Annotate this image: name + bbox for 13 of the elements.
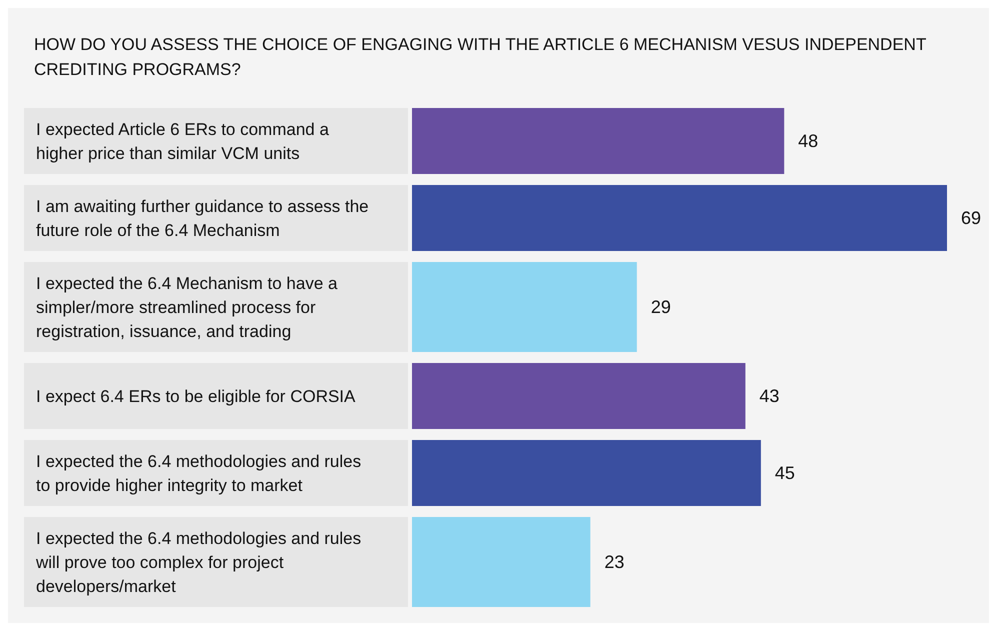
- data-label: 29: [650, 297, 671, 317]
- y-tick-label: I expected Article 6 ERs to command a higher price than similar VCM units: [36, 120, 330, 163]
- data-label: 43: [759, 386, 780, 406]
- y-tick-label: I expected the 6.4 methodologies and rules will prove too complex for project developers/market: [35, 529, 362, 596]
- chart-title: HOW DO YOU ASSESS THE CHOICE OF ENGAGING WITH THE ARTICLE 6 MECHANISM VESUS INDEPENDENT CREDITING PROGRAMS?: [34, 35, 926, 79]
- y-tick-label: I expect 6.4 ERs to be eligible for CORSIA: [36, 387, 356, 406]
- data-label: 45: [774, 463, 795, 483]
- data-label: 69: [961, 208, 982, 228]
- data-label: 48: [798, 131, 818, 151]
- y-tick-label: I expected the 6.4 methodologies and rules to provide higher integrity to market: [36, 452, 362, 495]
- data-label: 23: [604, 552, 624, 572]
- y-tick-label: I expected the 6.4 Mechanism to have a simpler/more streamlined process for registration, issuance, and trading: [36, 274, 338, 341]
- y-tick-label: I am awaiting further guidance to assess the future role of the 6.4 Mechanism: [36, 197, 369, 240]
